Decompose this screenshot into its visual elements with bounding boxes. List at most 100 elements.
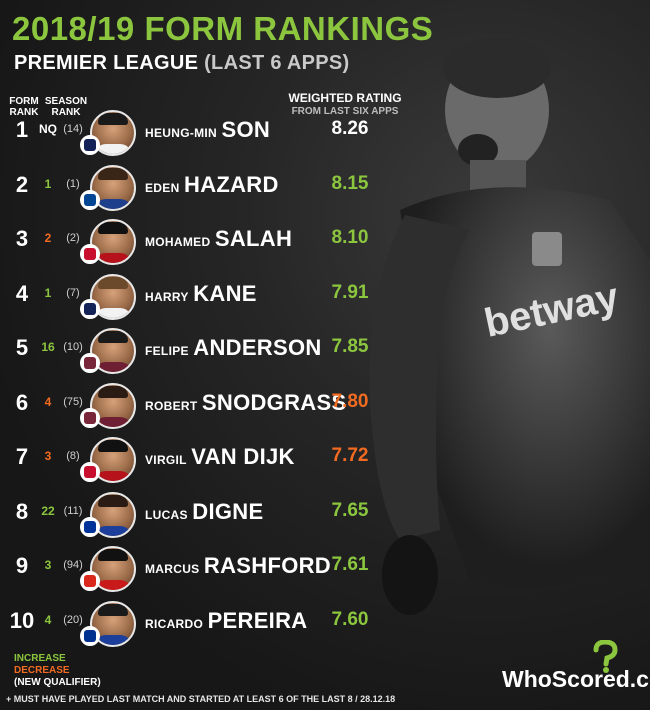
weighted-rating: 7.80 xyxy=(331,390,369,412)
club-badge-icon xyxy=(80,462,100,482)
weighted-rating: 7.61 xyxy=(331,554,369,575)
ranking-row: 2 1 (1) EDEN HAZARD 8.15 xyxy=(0,162,430,214)
player-first-name: MOHAMED xyxy=(145,235,211,249)
subtitle-league: PREMIER LEAGUE xyxy=(14,52,199,74)
weighted-rating: 8.15 xyxy=(331,172,369,194)
player-last-name: SALAH xyxy=(214,226,293,251)
player-name: MOHAMED SALAH xyxy=(145,226,335,252)
player-photo xyxy=(90,600,136,647)
season-rank: (20) xyxy=(63,613,83,626)
club-badge-icon xyxy=(80,135,100,155)
ranking-row: 7 3 (8) VIRGIL VAN DIJK 7.72 xyxy=(0,434,430,486)
legend-decrease: DECREASE xyxy=(14,665,70,676)
ranking-row: 8 22 (11) LUCAS DIGNE 7.65 xyxy=(0,489,430,541)
season-rank: (94) xyxy=(63,559,83,571)
club-badge-icon xyxy=(80,407,100,428)
ranking-row: 3 2 (2) MOHAMED SALAH 8.10 xyxy=(0,216,430,268)
club-badge-icon xyxy=(80,353,100,373)
logo-text: WhoScored.com xyxy=(502,666,650,692)
rank-change: 1 xyxy=(44,176,52,191)
subtitle-period: (LAST 6 APPS) xyxy=(204,52,350,74)
form-rank: 9 xyxy=(15,553,29,578)
season-rank: (2) xyxy=(66,232,80,244)
header-weighted-rating-title: WEIGHTED RATING xyxy=(288,91,402,105)
player-last-name: RASHFORD xyxy=(203,553,331,578)
weighted-rating: 7.85 xyxy=(331,336,369,357)
legend: INCREASE DECREASE (NEW QUALIFIER) xyxy=(14,653,101,689)
player-last-name: ANDERSON xyxy=(193,335,322,360)
player-last-name: DIGNE xyxy=(192,498,264,524)
rank-change: 3 xyxy=(44,449,52,463)
player-first-name: HARRY xyxy=(145,289,189,304)
header-form-rank: FORM RANK xyxy=(9,96,39,118)
season-rank: (10) xyxy=(63,341,83,353)
club-badge-icon xyxy=(80,516,100,537)
ranking-row: 10 4 (20) RICARDO PEREIRA 7.60 xyxy=(0,598,430,650)
weighted-rating: 7.72 xyxy=(331,445,369,466)
legend-new-qualifier: (NEW QUALIFIER) xyxy=(14,677,101,688)
whoscored-logo: WhoScored.com xyxy=(502,640,650,693)
player-name: HEUNG-MIN SON xyxy=(145,117,335,143)
player-first-name: RICARDO xyxy=(145,616,204,631)
club-badge-icon xyxy=(80,244,100,264)
weighted-rating: 8.10 xyxy=(331,227,369,248)
form-rank: 8 xyxy=(15,498,29,524)
club-badge-icon xyxy=(80,298,100,319)
ranking-row: 5 16 (10) FELIPE ANDERSON 7.85 xyxy=(0,325,430,377)
ranking-row: 9 3 (94) MARCUS RASHFORD 7.61 xyxy=(0,543,430,595)
player-name: RICARDO PEREIRA xyxy=(145,608,335,634)
season-rank: (14) xyxy=(63,123,83,135)
ranking-row: 6 4 (75) ROBERT SNODGRASS 7.80 xyxy=(0,380,430,432)
rank-change: 4 xyxy=(44,612,52,627)
form-rank: 10 xyxy=(9,607,35,633)
player-last-name: VAN DIJK xyxy=(191,444,295,469)
form-rank: 1 xyxy=(15,117,29,142)
player-name: EDEN HAZARD xyxy=(145,172,335,198)
season-rank: (1) xyxy=(66,177,80,190)
player-last-name: SNODGRASS xyxy=(201,389,347,415)
page-title: 2018/19 FORM RANKINGS xyxy=(12,10,434,47)
season-rank: (11) xyxy=(63,504,83,517)
club-badge-icon xyxy=(80,571,100,591)
form-rank: 4 xyxy=(15,280,29,306)
player-first-name: HEUNG-MIN xyxy=(145,126,218,140)
header-weighted-rating-sub: FROM LAST SIX APPS xyxy=(291,106,399,117)
header-weighted-rating: WEIGHTED RATING FROM LAST SIX APPS xyxy=(280,92,410,118)
player-first-name: LUCAS xyxy=(145,507,188,522)
season-rank: (7) xyxy=(66,286,80,299)
player-name: MARCUS RASHFORD xyxy=(145,553,335,579)
rank-change: 16 xyxy=(41,340,55,354)
weighted-rating: 7.65 xyxy=(331,499,369,521)
player-name: HARRY KANE xyxy=(145,281,335,307)
weighted-rating: 7.60 xyxy=(331,608,369,630)
weighted-rating: 7.91 xyxy=(331,281,369,303)
player-name: VIRGIL VAN DIJK xyxy=(145,444,335,470)
rank-change: 4 xyxy=(44,394,52,409)
player-name: ROBERT SNODGRASS xyxy=(145,390,346,416)
season-rank: (8) xyxy=(66,450,80,462)
player-first-name: FELIPE xyxy=(145,344,189,358)
player-first-name: ROBERT xyxy=(145,398,198,413)
player-photo xyxy=(90,273,136,320)
form-rank: 3 xyxy=(15,226,29,251)
player-first-name: EDEN xyxy=(145,180,180,195)
player-name: FELIPE ANDERSON xyxy=(145,335,335,361)
player-last-name: HAZARD xyxy=(184,171,279,197)
ranking-row: 1 NQ (14) HEUNG-MIN SON 8.26 xyxy=(0,107,430,159)
player-last-name: SON xyxy=(221,117,271,142)
form-rank: 7 xyxy=(15,444,29,469)
rank-change: NQ xyxy=(39,122,57,136)
weighted-rating: 8.26 xyxy=(331,118,369,139)
ranking-row: 4 1 (7) HARRY KANE 7.91 xyxy=(0,271,430,323)
rank-change: 22 xyxy=(41,503,55,518)
legend-increase: INCREASE xyxy=(14,653,66,664)
club-badge-icon xyxy=(80,189,100,210)
player-last-name: PEREIRA xyxy=(207,607,308,633)
club-badge-icon xyxy=(80,625,100,646)
player-last-name: KANE xyxy=(193,280,257,306)
rank-change: 1 xyxy=(44,285,52,300)
rank-change: 2 xyxy=(44,231,52,245)
rank-change: 3 xyxy=(44,558,52,572)
